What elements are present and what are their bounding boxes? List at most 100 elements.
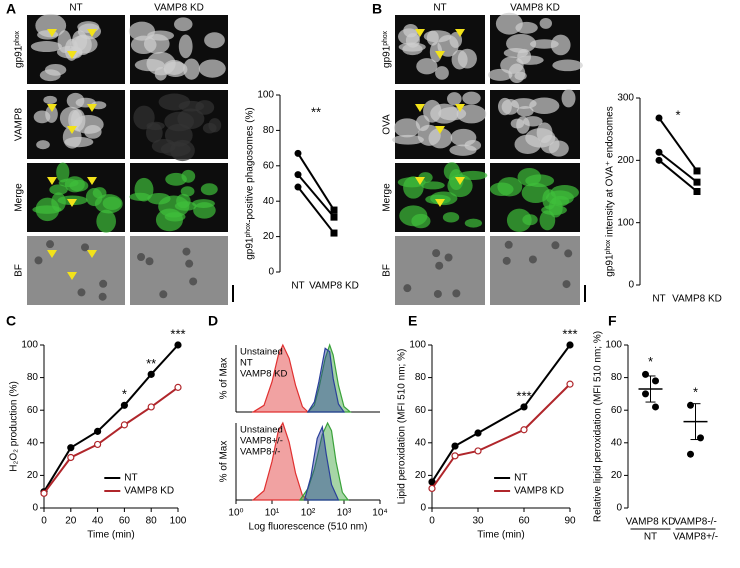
legend-label: NT <box>240 358 253 369</box>
annotation: * <box>648 354 653 369</box>
legend-label: VAMP8-/- <box>240 447 280 458</box>
arrowhead <box>67 51 77 59</box>
x-tick-label: 30 <box>472 516 484 527</box>
signal <box>181 169 196 183</box>
cell <box>98 292 107 301</box>
y-tick-label: 80 <box>415 372 427 383</box>
y-tick-label: 40 <box>27 437 39 448</box>
point <box>642 390 649 398</box>
signal <box>102 196 122 210</box>
signal <box>510 118 525 129</box>
line <box>431 383 571 490</box>
x-axis-label: Log fluorescence (510 nm) <box>249 522 368 533</box>
signal <box>36 140 50 150</box>
point <box>693 167 701 175</box>
signal <box>411 213 431 229</box>
signal <box>69 179 89 192</box>
cell <box>435 261 444 270</box>
signal <box>393 118 421 138</box>
point <box>693 188 701 195</box>
signal <box>430 103 459 124</box>
cell <box>99 279 108 288</box>
signal <box>458 170 488 180</box>
arrowhead <box>67 272 77 280</box>
signal <box>514 134 542 154</box>
signal <box>30 41 62 53</box>
signal <box>200 183 218 196</box>
signal <box>96 209 116 233</box>
x-tick-label: NT <box>291 281 304 292</box>
y-tick-label: 60 <box>27 405 39 416</box>
signal <box>462 91 481 105</box>
signal <box>143 33 170 54</box>
histogram <box>251 343 310 413</box>
point <box>655 114 663 122</box>
cell <box>562 280 571 289</box>
cell <box>551 241 560 250</box>
arrowhead <box>87 177 97 185</box>
arrowhead <box>47 177 57 185</box>
signal <box>45 105 58 123</box>
point <box>40 489 48 497</box>
point <box>451 442 459 450</box>
signal <box>450 128 477 147</box>
signal <box>73 115 104 134</box>
point <box>693 178 701 186</box>
signal <box>62 125 82 149</box>
x-tick-label: VAMP8 KD <box>672 294 722 305</box>
arrowhead <box>415 104 425 112</box>
row-label: Merge <box>382 183 393 212</box>
legend-label: NT <box>514 473 527 484</box>
y-axis-label: H₂O₂ production (%) <box>9 381 20 472</box>
point <box>93 440 102 449</box>
signal <box>174 17 193 32</box>
column-header: NT <box>69 3 82 14</box>
signal <box>70 35 98 54</box>
signal <box>488 68 513 81</box>
signal <box>163 61 188 77</box>
y-tick-label: 100 <box>257 90 274 101</box>
x-tick-label: 80 <box>146 516 158 527</box>
x-tick-label: VAMP8 KD <box>309 281 359 292</box>
signal <box>129 192 151 201</box>
signal <box>539 210 556 231</box>
y-tick-label: 60 <box>611 405 623 416</box>
row-label: gp91ᵖʰᵒˣ <box>14 30 25 68</box>
arrowhead <box>47 104 57 112</box>
legend-label: VAMP8 KD <box>124 486 174 497</box>
y-tick-label: 60 <box>415 405 427 416</box>
cell <box>403 284 412 293</box>
signal <box>202 122 217 134</box>
y-tick-label: 20 <box>415 470 427 481</box>
point <box>67 453 75 462</box>
arrowhead <box>87 250 97 258</box>
y-axis-label: Relative lipid peroxidation (MFI 510 nm;… <box>593 331 604 522</box>
y-axis-label: gp91ᵖʰᵒˣ-positive phagosomes (%) <box>245 107 256 260</box>
x-tick-label: 10¹ <box>265 508 280 519</box>
arrowhead <box>435 199 445 207</box>
point <box>294 183 302 191</box>
signal <box>392 134 424 145</box>
y-tick-label: 100 <box>409 340 426 351</box>
signal <box>170 139 195 162</box>
arrowhead <box>47 250 57 258</box>
signal <box>443 162 460 181</box>
y-tick-label: 0 <box>32 503 38 514</box>
signal <box>44 63 67 76</box>
point <box>474 447 482 455</box>
y-tick-label: 100 <box>617 217 634 228</box>
pair-line <box>297 152 335 211</box>
point <box>566 380 574 388</box>
point <box>642 370 649 378</box>
point <box>652 403 659 411</box>
signal <box>435 66 449 80</box>
x-tick-label: VAMP8-/- <box>674 517 717 528</box>
signal <box>151 138 176 154</box>
signal <box>451 49 468 70</box>
signal <box>56 162 70 183</box>
point <box>655 148 663 156</box>
signal <box>449 31 463 48</box>
x-tick-label: 10⁰ <box>228 508 243 519</box>
y-tick-label: 40 <box>415 437 427 448</box>
